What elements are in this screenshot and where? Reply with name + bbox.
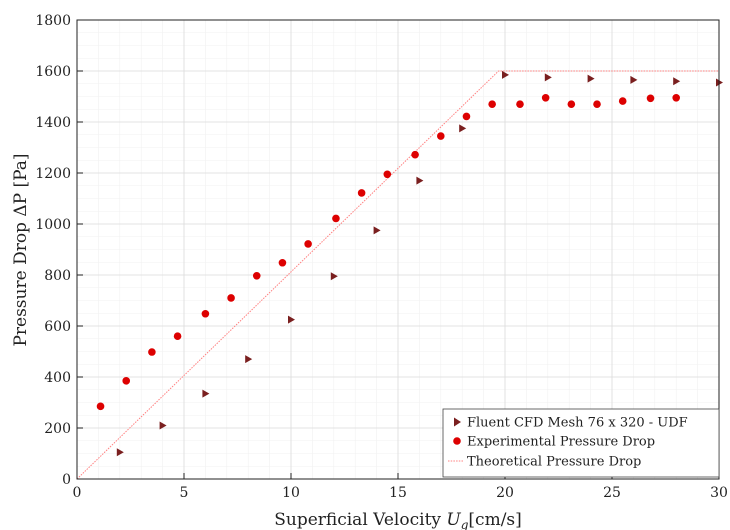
cfd-point bbox=[288, 315, 295, 324]
experimental-point bbox=[383, 170, 392, 179]
data-markers bbox=[96, 70, 723, 457]
experimental-point bbox=[122, 377, 131, 385]
cfd-point bbox=[544, 73, 552, 82]
cfd-point bbox=[330, 272, 338, 281]
cfd-point bbox=[459, 124, 467, 133]
cfd-point bbox=[159, 421, 167, 430]
y-tick-label: 0 bbox=[62, 472, 71, 488]
x-tick-label: 20 bbox=[496, 485, 514, 501]
x-tick-label: 15 bbox=[389, 485, 407, 501]
experimental-point bbox=[304, 240, 312, 248]
legend-marker-experimental bbox=[453, 437, 461, 445]
x-tick-label: 0 bbox=[73, 485, 82, 501]
experimental-point bbox=[488, 100, 496, 108]
experimental-point bbox=[227, 294, 235, 302]
experimental-point bbox=[618, 97, 627, 105]
cfd-point bbox=[673, 77, 681, 86]
legend-label-fluent: Fluent CFD Mesh 76 x 320 - UDF bbox=[467, 416, 688, 431]
legend: Fluent CFD Mesh 76 x 320 - UDF Experimen… bbox=[442, 408, 720, 478]
experimental-point bbox=[516, 100, 524, 108]
y-tick-label: 1600 bbox=[35, 64, 71, 80]
axis-ticks: 0 5 10 15 20 25 30 0 200 400 600 800 1000 1200 1400 160… bbox=[35, 13, 728, 501]
x-tick-label: 30 bbox=[710, 485, 728, 501]
experimental-point bbox=[148, 348, 156, 356]
y-axis-title: Pressure Drop ΔP [Pa] bbox=[11, 153, 31, 346]
cfd-point bbox=[245, 355, 253, 364]
x-axis-title: Superficial Velocity Ug[cm/s] bbox=[274, 510, 522, 530]
cfd-point bbox=[587, 74, 595, 83]
y-tick-label: 400 bbox=[44, 370, 71, 386]
cfd-point bbox=[630, 75, 638, 84]
experimental-point bbox=[593, 100, 601, 108]
experimental-point bbox=[672, 93, 680, 102]
cfd-point bbox=[202, 389, 210, 398]
experimental-point bbox=[96, 402, 105, 411]
y-tick-label: 1400 bbox=[35, 115, 71, 131]
y-tick-label: 200 bbox=[44, 421, 71, 437]
legend-label-experimental: Experimental Pressure Drop bbox=[467, 435, 655, 450]
cfd-point bbox=[502, 70, 509, 79]
experimental-point bbox=[437, 132, 445, 140]
experimental-point bbox=[278, 258, 287, 267]
y-tick-label: 1200 bbox=[35, 166, 71, 182]
cfd-point bbox=[373, 226, 381, 235]
theoretical-line bbox=[76, 70, 719, 480]
x-tick-label: 10 bbox=[282, 485, 300, 501]
y-tick-label: 1000 bbox=[35, 217, 71, 233]
experimental-point bbox=[201, 309, 210, 318]
theoretical-series bbox=[76, 70, 719, 480]
experimental-point bbox=[357, 189, 366, 197]
x-tick-label: 5 bbox=[180, 485, 189, 501]
legend-box bbox=[442, 408, 720, 478]
experimental-point bbox=[646, 94, 655, 103]
y-tick-label: 600 bbox=[44, 319, 71, 335]
legend-label-theoretical: Theoretical Pressure Drop bbox=[467, 455, 641, 470]
experimental-point bbox=[567, 100, 576, 108]
experimental-point bbox=[173, 332, 182, 341]
x-tick-label: 25 bbox=[603, 485, 621, 501]
legend-marker-fluent bbox=[454, 417, 461, 427]
experimental-point bbox=[252, 271, 261, 280]
experimental-point bbox=[411, 150, 419, 159]
experimental-point bbox=[541, 93, 550, 102]
y-tick-label: 800 bbox=[44, 268, 71, 284]
y-tick-label: 1800 bbox=[35, 13, 71, 29]
experimental-point bbox=[332, 214, 340, 223]
cfd-point bbox=[116, 448, 124, 457]
cfd-point bbox=[416, 176, 424, 185]
experimental-point bbox=[462, 112, 471, 121]
